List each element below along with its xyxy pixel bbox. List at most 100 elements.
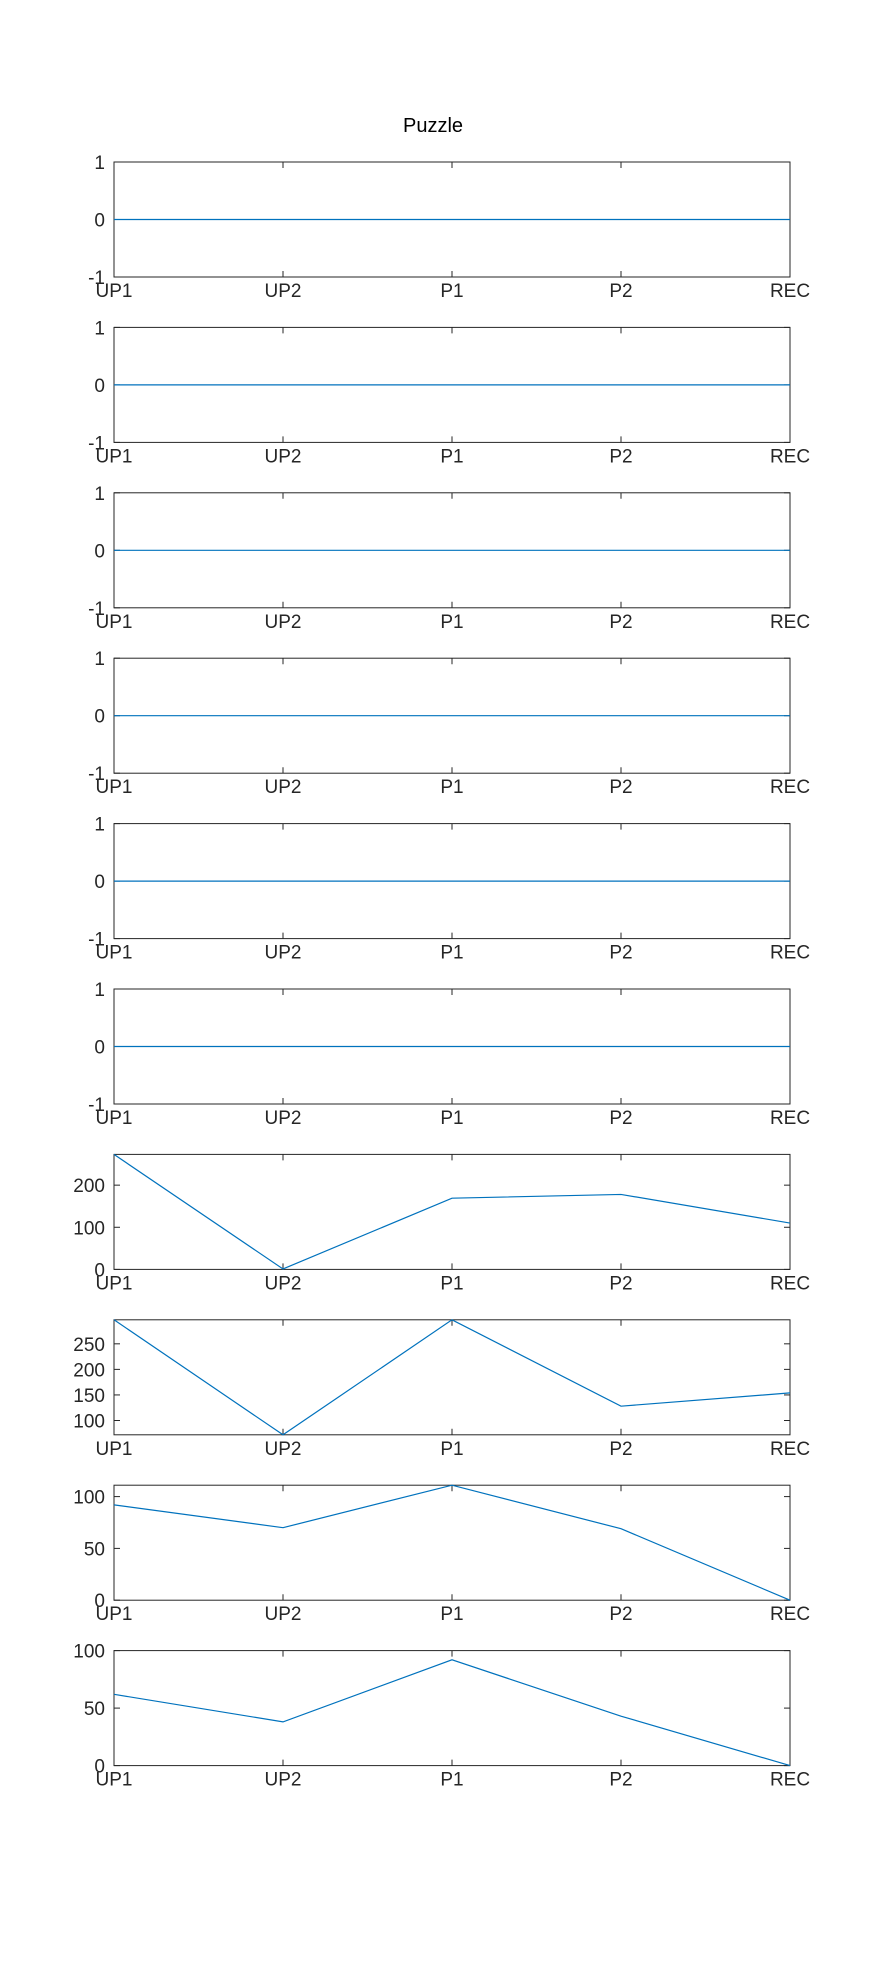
subplot-5: UP1 UP2 P1 P2 REC -1 0 1 xyxy=(88,815,810,964)
y-tick-label: 200 xyxy=(73,1176,105,1197)
x-tick-label: UP1 xyxy=(96,1439,133,1460)
x-tick-label: UP2 xyxy=(265,1604,302,1625)
x-tick-label: UP2 xyxy=(265,281,302,302)
x-tick-label: P1 xyxy=(440,1770,463,1791)
x-tick-label: UP1 xyxy=(96,612,133,633)
x-tick-label: UP2 xyxy=(265,1439,302,1460)
y-tick-label: -1 xyxy=(88,268,105,289)
y-tick-label: 0 xyxy=(94,1757,105,1778)
y-tick-label: 1 xyxy=(94,649,105,670)
y-tick-label: 50 xyxy=(84,1699,105,1720)
x-tick-label: P1 xyxy=(440,1108,463,1129)
series-line xyxy=(113,1659,791,1767)
y-tick-label: 100 xyxy=(73,1642,105,1663)
y-tick-label: -1 xyxy=(88,930,105,951)
x-tick-label: REC xyxy=(770,281,810,302)
y-tick-label: 250 xyxy=(73,1335,105,1356)
x-tick-label: UP2 xyxy=(265,777,302,798)
x-tick-label: UP2 xyxy=(265,943,302,964)
x-tick-label: UP1 xyxy=(96,943,133,964)
subplot-1: UP1 UP2 P1 P2 REC -1 0 1 xyxy=(88,153,810,302)
y-tick-label: 1 xyxy=(94,815,105,836)
x-tick-label: P1 xyxy=(440,1604,463,1625)
y-tick-label: 1 xyxy=(94,153,105,174)
x-tick-label: UP2 xyxy=(265,1108,302,1129)
subplot-6: UP1 UP2 P1 P2 REC -1 0 1 xyxy=(88,980,810,1129)
subplot-10: UP1 UP2 P1 P2 REC 0 50 100 xyxy=(73,1642,810,1791)
x-tick-label: P2 xyxy=(609,612,632,633)
x-tick-label: P2 xyxy=(609,1273,632,1294)
y-tick-label: 0 xyxy=(94,211,105,232)
x-tick-label: P1 xyxy=(440,943,463,964)
x-tick-label: REC xyxy=(770,446,810,467)
x-tick-label: UP1 xyxy=(96,446,133,467)
x-tick-label: P1 xyxy=(440,1439,463,1460)
y-tick-label: 100 xyxy=(73,1218,105,1239)
x-tick-label: UP1 xyxy=(96,1770,133,1791)
subplot-8: UP1 UP2 P1 P2 REC 100 150 200 250 xyxy=(73,1319,810,1460)
series-line xyxy=(113,1153,791,1270)
subplots: UP1 UP2 P1 P2 REC -1 0 1 UP1 UP2 P1 P2 REC -1 0 1 UP1 UP2… xyxy=(73,153,810,1791)
x-tick-label: P2 xyxy=(609,1108,632,1129)
x-tick-label: UP1 xyxy=(96,1604,133,1625)
x-tick-label: P2 xyxy=(609,1604,632,1625)
subplot-2: UP1 UP2 P1 P2 REC -1 0 1 xyxy=(88,318,810,467)
axes-box xyxy=(113,1319,791,1436)
x-tick-label: P2 xyxy=(609,1439,632,1460)
y-tick-label: 100 xyxy=(73,1488,105,1509)
series-line xyxy=(113,1319,791,1436)
y-tick-label: 150 xyxy=(73,1386,105,1407)
x-tick-label: UP2 xyxy=(265,1273,302,1294)
y-tick-label: 0 xyxy=(94,1260,105,1281)
subplot-4: UP1 UP2 P1 P2 REC -1 0 1 xyxy=(88,649,810,798)
x-tick-label: P2 xyxy=(609,1770,632,1791)
x-tick-label: REC xyxy=(770,1439,810,1460)
x-tick-label: REC xyxy=(770,1273,810,1294)
x-tick-label: P2 xyxy=(609,777,632,798)
x-tick-label: UP1 xyxy=(96,777,133,798)
x-tick-label: P2 xyxy=(609,446,632,467)
axes-box xyxy=(113,1153,791,1270)
x-tick-label: P1 xyxy=(440,612,463,633)
y-tick-label: 1 xyxy=(94,980,105,1001)
x-tick-label: REC xyxy=(770,612,810,633)
x-tick-label: P1 xyxy=(440,1273,463,1294)
y-tick-label: 1 xyxy=(94,484,105,505)
y-tick-label: -1 xyxy=(88,764,105,785)
x-tick-label: REC xyxy=(770,943,810,964)
x-tick-label: P1 xyxy=(440,777,463,798)
x-tick-label: P1 xyxy=(440,446,463,467)
y-tick-label: -1 xyxy=(88,1095,105,1116)
x-tick-label: UP2 xyxy=(265,1770,302,1791)
x-tick-label: P2 xyxy=(609,943,632,964)
y-tick-label: 50 xyxy=(84,1539,105,1560)
axes-box xyxy=(113,1484,791,1601)
figure-title: Puzzle xyxy=(403,115,463,137)
subplot-9: UP1 UP2 P1 P2 REC 0 50 100 xyxy=(73,1484,810,1625)
y-tick-label: 0 xyxy=(94,541,105,562)
axes-box xyxy=(113,1650,791,1767)
x-tick-label: UP2 xyxy=(265,612,302,633)
y-tick-label: 0 xyxy=(94,707,105,728)
x-tick-label: P1 xyxy=(440,281,463,302)
x-tick-label: UP1 xyxy=(96,281,133,302)
y-tick-label: 100 xyxy=(73,1411,105,1432)
y-tick-label: 200 xyxy=(73,1360,105,1381)
y-tick-label: -1 xyxy=(88,599,105,620)
y-tick-label: 0 xyxy=(94,1038,105,1059)
y-tick-label: -1 xyxy=(88,433,105,454)
series-line xyxy=(113,1484,791,1601)
x-tick-label: REC xyxy=(770,777,810,798)
subplot-3: UP1 UP2 P1 P2 REC -1 0 1 xyxy=(88,484,810,633)
x-tick-label: UP1 xyxy=(96,1273,133,1294)
x-tick-label: REC xyxy=(770,1770,810,1791)
x-tick-label: UP1 xyxy=(96,1108,133,1129)
y-tick-label: 0 xyxy=(94,872,105,893)
y-tick-label: 0 xyxy=(94,376,105,397)
y-tick-label: 1 xyxy=(94,318,105,339)
x-tick-label: P2 xyxy=(609,281,632,302)
x-tick-label: REC xyxy=(770,1108,810,1129)
subplot-7: UP1 UP2 P1 P2 REC 0 100 200 xyxy=(73,1153,810,1294)
x-tick-label: UP2 xyxy=(265,446,302,467)
